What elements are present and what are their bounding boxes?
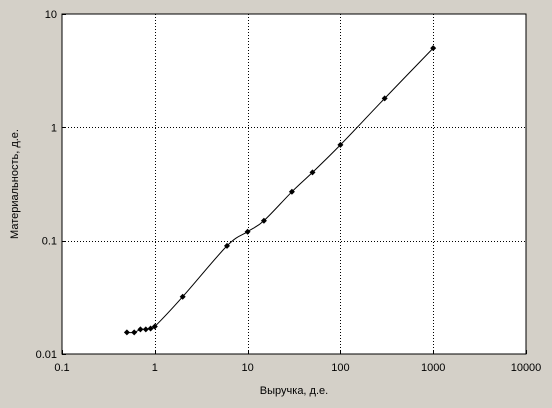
- plot-area: [61, 13, 527, 355]
- y-tick-label: 0.01: [36, 349, 57, 361]
- data-point: [123, 329, 130, 336]
- x-tick-labels: 0.1 1 10 100 1000 10000: [54, 362, 541, 374]
- data-point: [337, 141, 344, 148]
- data-point: [309, 169, 316, 176]
- data-point: [131, 329, 138, 336]
- data-point: [147, 325, 154, 332]
- data-point: [151, 323, 158, 330]
- x-tick-label: 10000: [511, 362, 542, 374]
- y-tick-label: 0.1: [42, 236, 57, 248]
- x-tick-label: 0.1: [54, 362, 69, 374]
- data-point: [179, 293, 186, 300]
- x-tick-label: 10: [241, 362, 253, 374]
- grid-lines: [62, 14, 526, 354]
- x-axis-label: Выручка, д.е.: [260, 385, 328, 397]
- data-point: [288, 188, 295, 195]
- data-point: [381, 95, 388, 102]
- y-tick-label: 1: [51, 122, 57, 134]
- data-point: [137, 326, 144, 333]
- data-point: [430, 45, 437, 52]
- data-point: [244, 228, 251, 235]
- x-tick-label: 100: [331, 362, 349, 374]
- y-tick-label: 10: [45, 9, 57, 21]
- x-tick-label: 1: [152, 362, 158, 374]
- x-tick-label: 1000: [421, 362, 445, 374]
- y-axis-label: Материальность, д.е.: [9, 129, 21, 239]
- data-point: [142, 326, 149, 333]
- data-point: [224, 242, 230, 249]
- axis-ticks: [62, 14, 527, 355]
- data-points: [123, 45, 437, 336]
- y-tick-labels: 0.01 0.1 1 10: [36, 9, 57, 361]
- data-point: [260, 217, 267, 224]
